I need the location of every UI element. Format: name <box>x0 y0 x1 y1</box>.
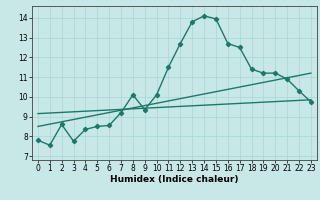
X-axis label: Humidex (Indice chaleur): Humidex (Indice chaleur) <box>110 175 239 184</box>
